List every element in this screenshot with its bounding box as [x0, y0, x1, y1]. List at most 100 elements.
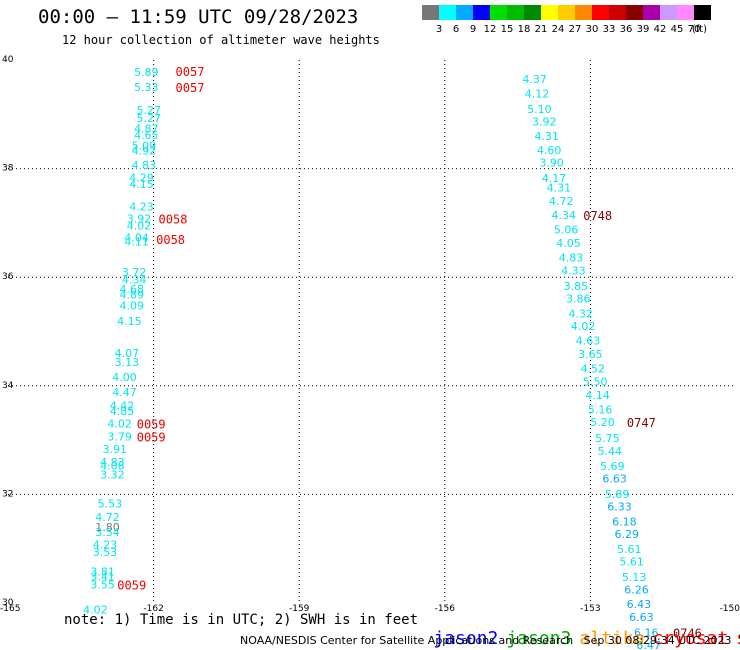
color-bin: [490, 5, 507, 20]
x-tick-label: -162: [143, 604, 163, 614]
east-track-wave-height-label: 4.05: [556, 237, 581, 250]
east-track-wave-height-label: 3.65: [578, 348, 603, 361]
west-track-wave-height-label: 3.54: [95, 526, 120, 539]
west-track-wave-height-label: 4.11: [124, 235, 149, 248]
east-track-wave-height-label: 5.06: [554, 223, 579, 236]
y-tick-label: 38: [2, 164, 14, 174]
color-bin-label: 45: [671, 24, 684, 35]
east-track-wave-height-label: 5.75: [595, 432, 620, 445]
legend-altika: altika: [579, 628, 645, 649]
color-bin-units: (ft): [692, 24, 707, 35]
west-track-wave-height-label: 4.72: [95, 511, 120, 524]
color-bin-label: 70: [688, 24, 701, 35]
west-track-wave-height-label: 5.33: [134, 81, 159, 94]
west-track-wave-height-label: 3.79: [107, 430, 132, 443]
west-track-wave-height-label: 4.65: [134, 129, 159, 142]
east-track-wave-height-label: 4.34: [551, 209, 576, 222]
west-track-wave-height-label: 4.42: [110, 399, 135, 412]
east-track-wave-height-label: 6.63: [629, 611, 654, 624]
east-track-wave-height-label: 6.29: [615, 528, 640, 541]
west-track-wave-height-label: 4.02: [107, 417, 132, 430]
west-track-wave-height-label: 4.29: [129, 171, 154, 184]
east-track-wave-height-label: 4.31: [534, 130, 559, 143]
color-bin: [575, 5, 592, 20]
west-track-wave-height-label: 4.07: [115, 347, 140, 360]
east-track-wave-height-label: 4.37: [522, 73, 547, 86]
west-track-wave-height-label: 4.02: [127, 220, 152, 233]
color-bin: [592, 5, 609, 20]
west-track-wave-height-label: 5.89: [134, 66, 159, 79]
east-track-wave-height-label: 4.02: [571, 320, 596, 333]
west-track-wave-height-label: 5.27: [136, 112, 161, 125]
color-bin: [456, 5, 473, 20]
color-bin-label: 24: [552, 24, 565, 35]
color-bin: [473, 5, 490, 20]
color-bin: [507, 5, 524, 20]
east-track-wave-height-label: 6.16: [634, 626, 659, 639]
west-track-pass-time-label: 0057: [176, 65, 205, 79]
legend-jason3: jason3: [506, 628, 572, 649]
color-bin-label: 27: [569, 24, 582, 35]
west-track-wave-height-label: 5.27: [136, 104, 161, 117]
east-track-wave-height-label: 5.13: [622, 571, 647, 584]
east-track-wave-height-label: 6.43: [627, 598, 652, 611]
east-track-wave-height-label: 4.72: [549, 195, 574, 208]
satellite-legend: jason2 jason3 altika cryosat s3a: [390, 607, 740, 650]
color-bin-label: 30: [586, 24, 599, 35]
color-bin: [558, 5, 575, 20]
east-track-wave-height-label: 5.69: [600, 460, 625, 473]
y-tick-label: 30: [2, 598, 14, 608]
west-track-pass-time-label: 0058: [159, 213, 188, 227]
west-track-wave-height-label: 3.92: [127, 213, 152, 226]
west-track-wave-height-label: 4.02: [83, 604, 108, 617]
west-track-wave-height-label: 3.32: [100, 468, 125, 481]
x-tick-label: -165: [0, 604, 20, 614]
color-bin-label: 3: [436, 24, 442, 35]
y-tick-label: 36: [2, 272, 14, 282]
color-bin: [660, 5, 677, 20]
west-track-pass-time-label: 0059: [137, 417, 166, 431]
color-bin: [677, 5, 694, 20]
east-track-wave-height-label: 6.18: [612, 516, 637, 529]
x-tick-label: -159: [289, 604, 310, 614]
east-track-wave-height-label: 3.86: [566, 292, 591, 305]
y-tick-label: 34: [2, 381, 14, 391]
east-track-wave-height-label: 4.52: [581, 362, 606, 375]
x-tick-label: -150: [720, 604, 740, 614]
east-track-wave-height-label: 3.85: [564, 280, 589, 293]
color-bin-label: 21: [535, 24, 548, 35]
east-track-wave-height-label: 4.32: [568, 308, 593, 321]
west-track-wave-height-label: 5.53: [98, 498, 123, 511]
west-track-wave-height-label: 3.55: [90, 579, 115, 592]
color-bin-label: 9: [470, 24, 476, 35]
east-track-pass-time-label: 0746: [673, 626, 702, 640]
color-bin-label: 15: [501, 24, 514, 35]
east-track-wave-height-label: 5.44: [598, 445, 623, 458]
y-tick-label: 32: [2, 489, 13, 499]
west-track-wave-height-label: 4.23: [93, 538, 118, 551]
x-tick-label: -153: [580, 604, 600, 614]
color-bin: [626, 5, 643, 20]
east-track-wave-height-label: 6.47: [636, 639, 661, 650]
color-bin: [609, 5, 626, 20]
west-track-wave-height-label: 1.80: [95, 521, 120, 534]
west-track-wave-height-label: 4.85: [110, 405, 135, 418]
color-bin-label: 12: [484, 24, 497, 35]
legend-jason2: jason2: [433, 628, 499, 649]
west-track-wave-height-label: 4.15: [129, 178, 154, 191]
footnote: note: 1) Time is in UTC; 2) SWH is in fe…: [64, 612, 419, 628]
east-track-wave-height-label: 4.63: [576, 335, 601, 348]
east-track-wave-height-label: 3.92: [532, 115, 557, 128]
west-track-wave-height-label: 5.09: [132, 139, 157, 152]
west-track-wave-height-label: 3.53: [93, 546, 118, 559]
east-track-wave-height-label: 4.60: [537, 144, 562, 157]
color-bin: [643, 5, 660, 20]
west-track-wave-height-label: 3.13: [115, 356, 140, 369]
east-track-wave-height-label: 5.89: [605, 488, 630, 501]
west-track-wave-height-label: 4.04: [124, 232, 149, 245]
west-track-wave-height-label: 4.34: [122, 273, 147, 286]
color-bin-label: 33: [603, 24, 616, 35]
color-scale-bar: 3 6 9 12 15 18 21 24 27 30 33 36 39 42 45 70(ft): [422, 5, 711, 35]
east-track-wave-height-label: 5.50: [583, 375, 608, 388]
east-track-wave-height-label: 4.17: [542, 172, 567, 185]
